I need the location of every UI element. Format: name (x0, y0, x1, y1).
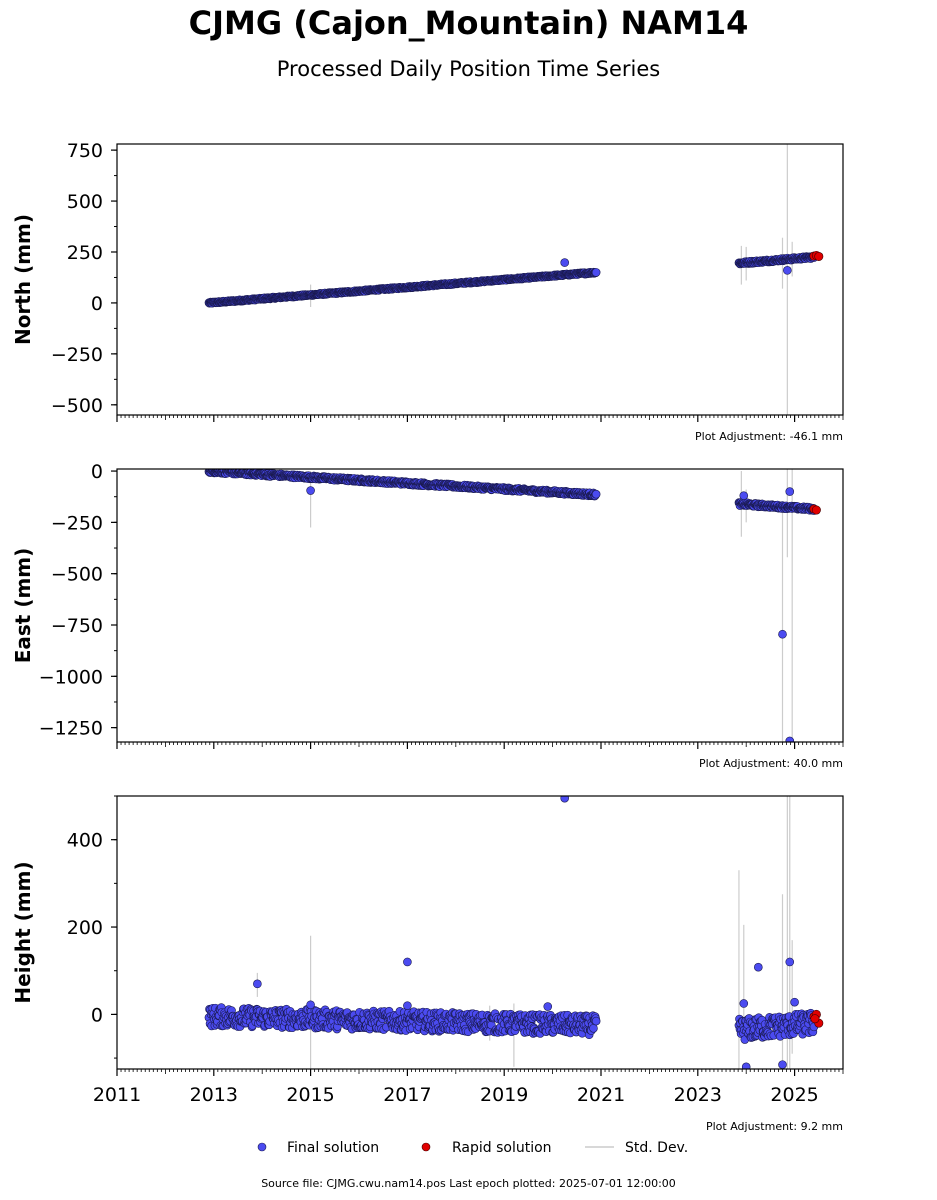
legend-label: Rapid solution (452, 1140, 552, 1156)
y-tick-label: −1250 (39, 718, 103, 740)
source-note: Source file: CJMG.cwu.nam14.pos Last epo… (261, 1177, 676, 1190)
y-tick-label: 400 (67, 830, 103, 852)
final-point (306, 1000, 315, 1010)
final-point (785, 736, 795, 742)
rapid-point (811, 505, 821, 515)
final-point (306, 486, 315, 495)
chart-title: CJMG (Cajon_Mountain) NAM14 (188, 4, 749, 42)
panel-3: 400 200 0 2011 2013 2015 2017 2019 2021 2023 2025 H… (11, 795, 844, 1133)
final-point (790, 997, 799, 1007)
final-point (560, 796, 569, 803)
panel-2: 0 −250 −500 −750 −1000 −1250 East (mm) Plot Adj… (11, 461, 844, 770)
final-point (253, 979, 262, 989)
x-tick-label: 2021 (577, 1084, 625, 1106)
y-tick-label: 500 (67, 191, 103, 213)
final-point (739, 491, 749, 500)
final-point (543, 1002, 553, 1011)
y-tick-label: −250 (51, 512, 103, 534)
y-tick-label: −1000 (39, 666, 103, 688)
x-tick-label: 2011 (93, 1084, 141, 1106)
x-tick-label: 2017 (383, 1084, 431, 1106)
axes-frame (116, 468, 844, 743)
final-point (739, 999, 749, 1008)
final-point (778, 1060, 787, 1069)
chart-subtitle: Processed Daily Position Time Series (276, 57, 661, 81)
final-point (778, 629, 787, 639)
legend-label: Std. Dev. (625, 1140, 688, 1156)
y-axis-label: East (mm) (11, 548, 35, 664)
final-point (403, 1001, 412, 1010)
final-point (785, 487, 795, 496)
rapid-point (814, 251, 824, 261)
legend-marker (421, 1142, 431, 1152)
final-point (785, 957, 795, 967)
y-tick-label: 0 (91, 461, 103, 483)
legend-marker (257, 1142, 267, 1152)
legend-item-final: Final solution (257, 1140, 379, 1156)
plot-area (204, 796, 824, 1069)
legend-item-rapid: Rapid solution (421, 1140, 552, 1156)
x-tick-label: 2013 (190, 1084, 238, 1106)
x-tick-label: 2019 (480, 1084, 528, 1106)
plot-adjustment-note: Plot Adjustment: -46.1 mm (695, 430, 843, 443)
final-point (589, 1024, 598, 1033)
plot-adjustment-note: Plot Adjustment: 40.0 mm (699, 757, 843, 770)
final-point (591, 489, 601, 499)
y-tick-label: −750 (51, 615, 103, 637)
final-point (741, 1062, 751, 1069)
y-tick-label: 250 (67, 242, 103, 264)
y-tick-label: −250 (51, 344, 103, 366)
final-point (753, 962, 763, 972)
x-tick-label: 2025 (770, 1084, 818, 1106)
legend-item-stddev: Std. Dev. (585, 1140, 688, 1156)
plot-adjustment-note: Plot Adjustment: 9.2 mm (706, 1120, 843, 1133)
final-point (403, 957, 412, 967)
x-tick-label: 2023 (674, 1084, 722, 1106)
x-tick-label: 2015 (286, 1084, 334, 1106)
panel-1: 750 500 250 0 −250 −500 North (mm) Plot Adjustm… (11, 140, 844, 443)
final-point (560, 258, 570, 267)
plot-area (204, 469, 821, 742)
legend-label: Final solution (287, 1140, 379, 1156)
y-tick-label: −500 (51, 395, 103, 417)
final-point (783, 266, 792, 275)
y-tick-label: −500 (51, 564, 103, 586)
y-axis-label: Height (mm) (11, 861, 35, 1003)
y-tick-label: 0 (91, 293, 103, 315)
final-point (591, 268, 601, 277)
rapid-point (810, 1014, 820, 1024)
y-tick-label: 0 (91, 1004, 103, 1026)
legend: Final solution Rapid solution Std. Dev. (257, 1140, 688, 1156)
y-tick-label: 200 (67, 917, 103, 939)
final-point (591, 1016, 601, 1026)
y-tick-label: 750 (67, 140, 103, 162)
y-axis-label: North (mm) (11, 214, 35, 345)
plot-area (204, 144, 824, 415)
